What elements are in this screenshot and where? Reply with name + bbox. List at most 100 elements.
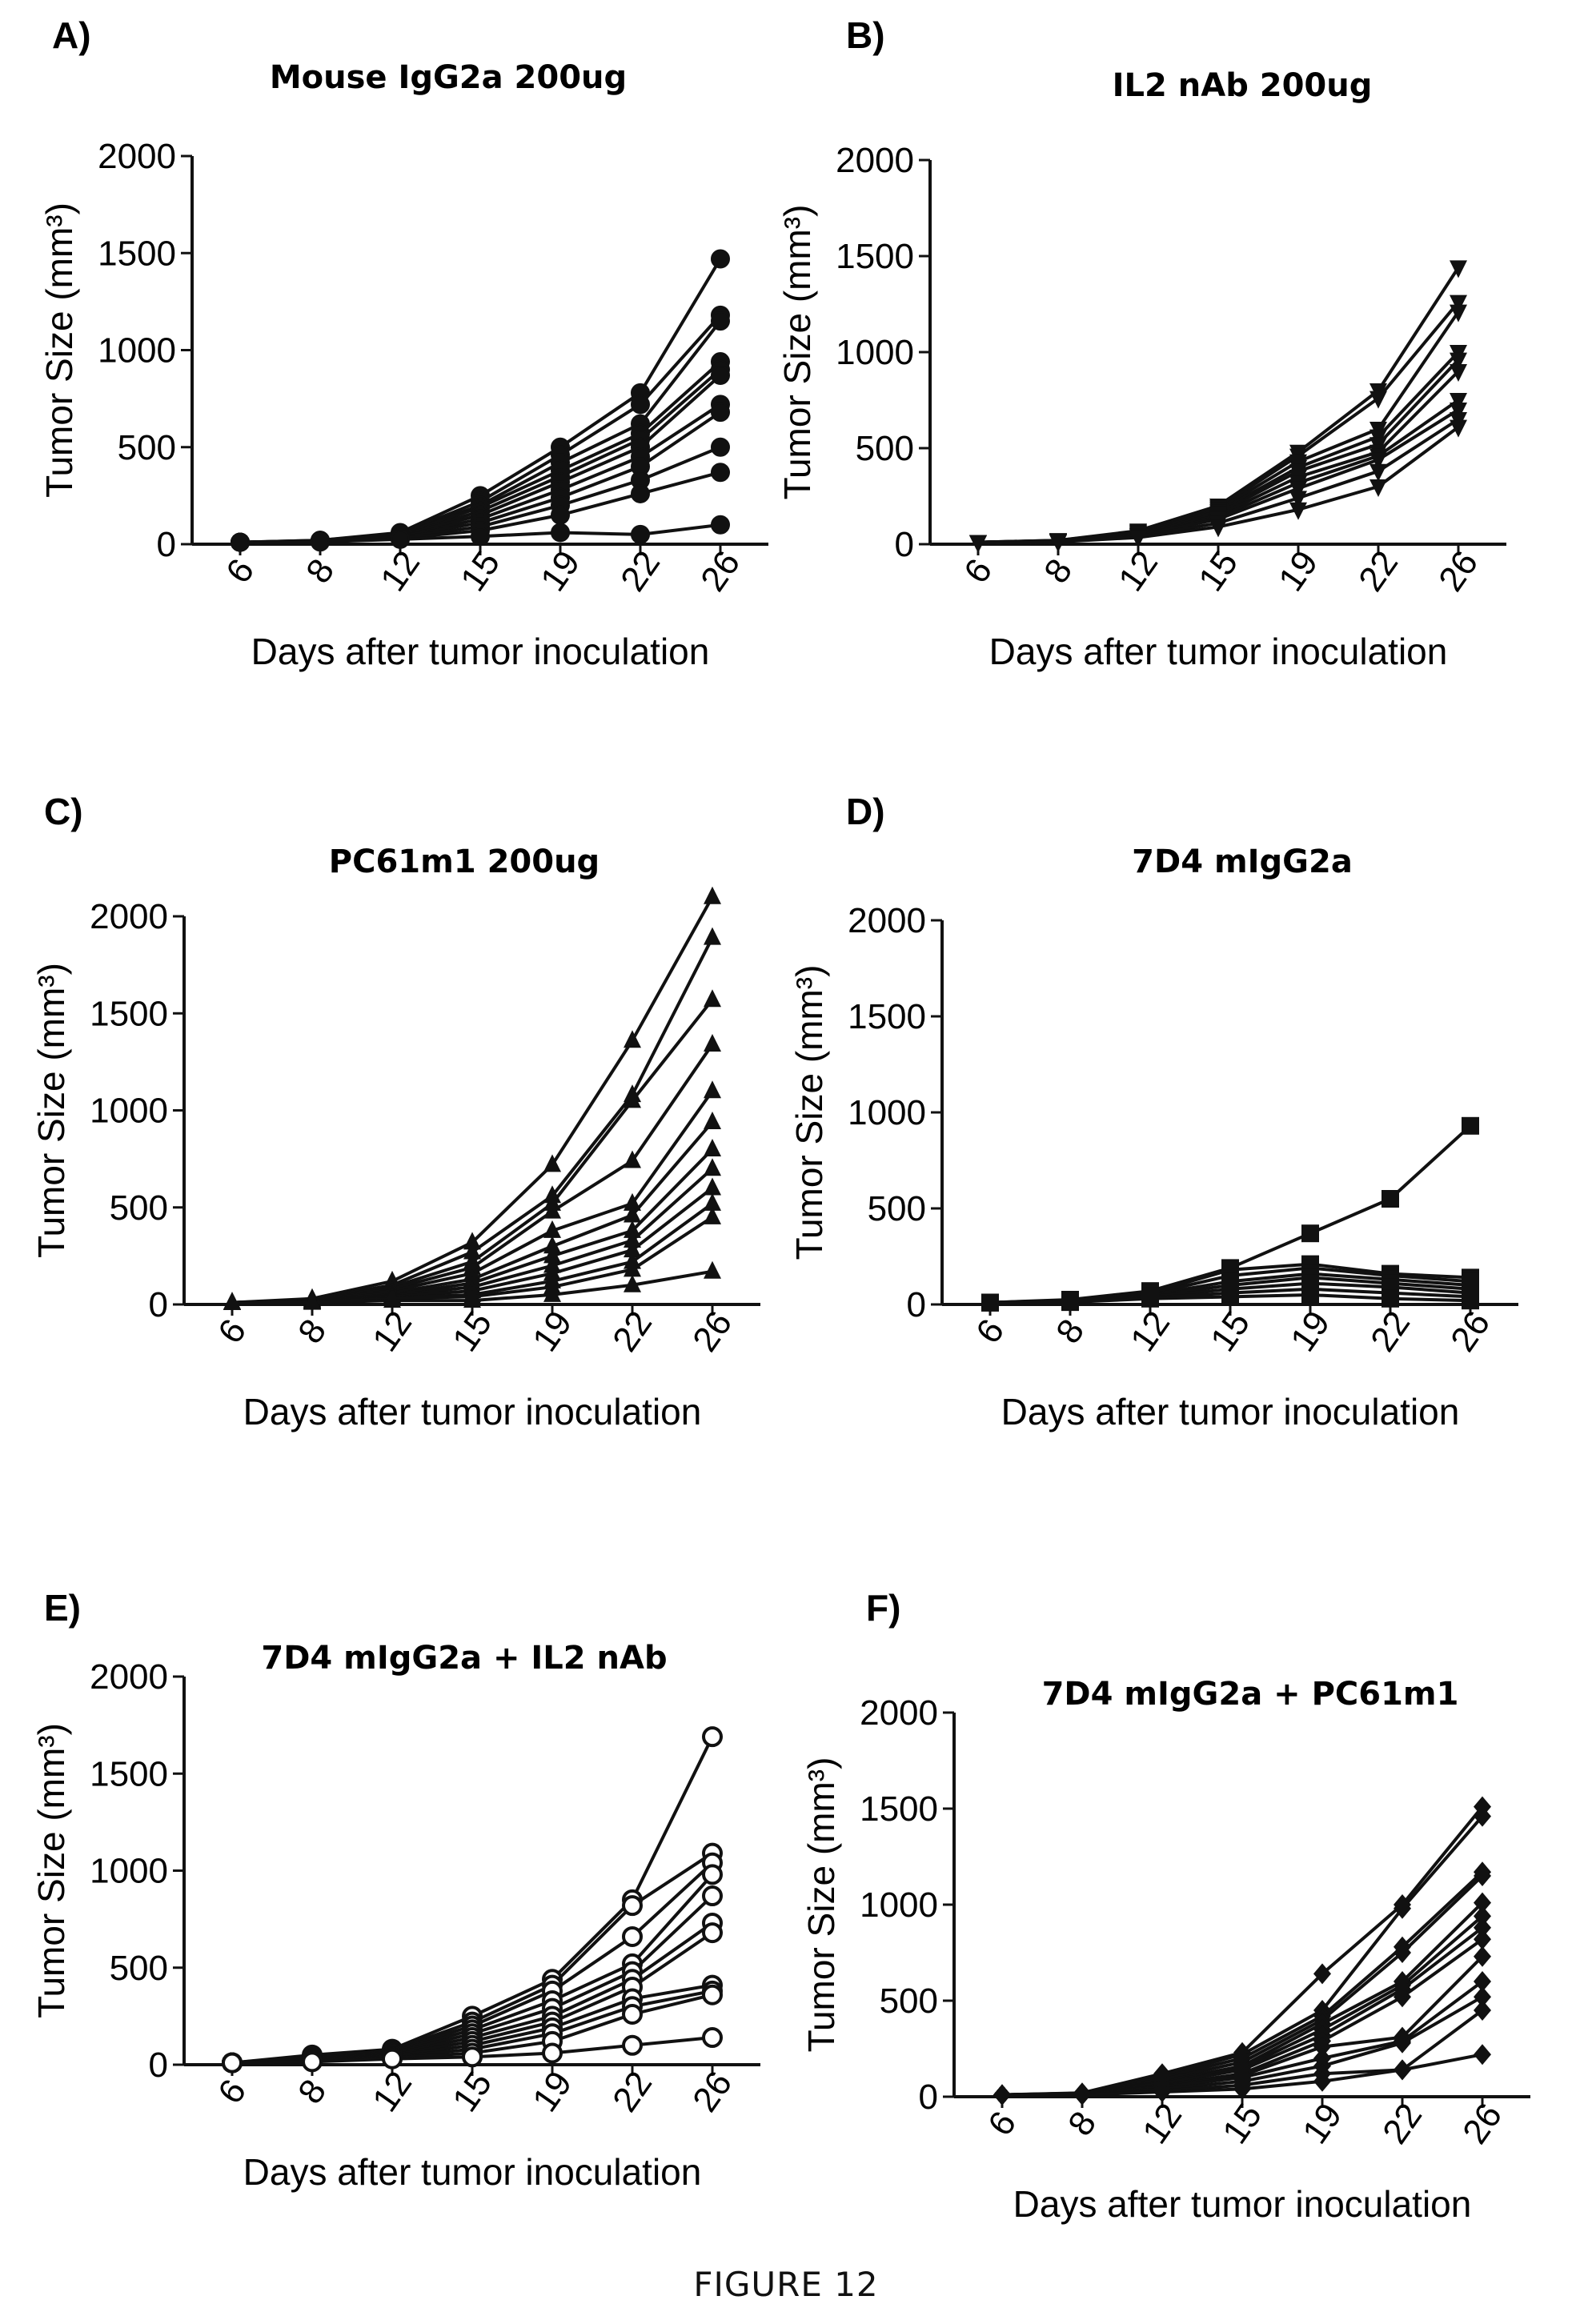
data-point (383, 1290, 401, 1308)
data-point (711, 515, 730, 535)
data-point (1209, 519, 1227, 538)
y-tick-label: 0 (149, 2046, 168, 2085)
data-point (1382, 1190, 1399, 1208)
y-tick-label: 1000 (90, 1092, 168, 1131)
y-tick-label: 2000 (98, 137, 176, 176)
data-point (463, 1290, 481, 1308)
data-point (702, 1726, 723, 1748)
data-point (624, 1274, 641, 1292)
data-point (711, 437, 730, 457)
data-point (631, 395, 650, 415)
data-point (624, 1220, 641, 1238)
x-tick-label: 15 (1191, 544, 1245, 599)
data-point (1450, 295, 1467, 313)
data-point (1394, 2059, 1411, 2081)
x-tick-label: 15 (445, 2065, 499, 2119)
chart-panel-a: A) Mouse IgG2a 200ug 0 500 1000 1500 2000 6 8 12 1… (0, 0, 786, 752)
series-12 (223, 1260, 721, 1310)
y-tick-label: 1500 (836, 237, 914, 276)
data-point (624, 1090, 641, 1108)
x-tick-label: 12 (1123, 1304, 1177, 1359)
data-point (702, 1984, 723, 2005)
data-point (624, 1229, 641, 1248)
chart-panel-d: D) 7D4 mIgG2a 0 500 1000 1500 2000 6 8 12 15 19 22 26… (786, 760, 1572, 1513)
data-point (704, 989, 721, 1008)
x-tick-label: 22 (613, 544, 668, 599)
x-tick-label: 15 (1203, 1304, 1257, 1359)
x-tick-label: 26 (685, 1304, 740, 1359)
x-tick-label: 26 (1455, 2097, 1510, 2151)
data-point (704, 1139, 721, 1156)
data-point (624, 1204, 641, 1223)
x-tick-label: 19 (1271, 544, 1325, 599)
data-point (1289, 502, 1307, 520)
data-point (1450, 352, 1467, 371)
data-point (711, 311, 730, 331)
y-tick-label: 1500 (848, 997, 926, 1036)
data-point (302, 2051, 323, 2073)
data-point (1474, 1971, 1491, 1992)
x-tick-label: 12 (1135, 2097, 1189, 2151)
y-tick-label: 1500 (98, 234, 176, 273)
data-point (551, 523, 570, 543)
data-point (1474, 1929, 1491, 1950)
x-tick-label: 22 (1363, 1304, 1418, 1359)
chart-title: 7D4 mIgG2a (1132, 843, 1353, 880)
x-tick-label: 26 (693, 544, 748, 599)
x-tick-label: 8 (291, 2073, 334, 2111)
y-tick-label: 1000 (860, 1885, 938, 1925)
data-point (704, 1192, 721, 1211)
data-point (1049, 535, 1067, 553)
data-point (711, 403, 730, 423)
data-point (993, 2084, 1011, 2106)
data-point (463, 1232, 481, 1250)
data-point (1450, 364, 1467, 382)
x-tick-label: 12 (365, 2065, 419, 2119)
x-tick-label: 8 (299, 552, 342, 591)
x-axis-label: Days after tumor inoculation (989, 631, 1448, 672)
data-point (1474, 1986, 1491, 2008)
data-point (704, 1158, 721, 1176)
chart-d-svg: D) 7D4 mIgG2a 0 500 1000 1500 2000 6 8 12 15 19 22 26… (788, 791, 1518, 1432)
y-tick-label: 0 (895, 525, 914, 564)
data-point (704, 1034, 721, 1052)
data-point (981, 1293, 999, 1312)
data-point (1313, 2036, 1331, 2058)
data-point (1313, 1963, 1331, 1985)
data-point (704, 1177, 721, 1196)
y-tick-label: 1000 (836, 333, 914, 372)
series-11 (222, 2027, 723, 2074)
chart-title: Mouse IgG2a 200ug (270, 59, 627, 96)
data-point (543, 1220, 561, 1238)
chart-panel-b: B) IL2 nAb 200ug 0 500 1000 1500 2000 6 8 12 15 19 2… (776, 0, 1572, 752)
data-point (1141, 1289, 1159, 1308)
x-tick-label: 15 (445, 1304, 499, 1359)
data-point (463, 1241, 481, 1260)
data-point (1474, 2000, 1491, 2021)
x-tick-label: 22 (1375, 2097, 1430, 2151)
data-point (1369, 479, 1387, 497)
series-11 (231, 515, 730, 552)
data-point (471, 527, 490, 547)
y-tick-label: 2000 (90, 897, 168, 936)
data-point (1382, 1289, 1399, 1308)
data-point (702, 1922, 723, 1944)
x-tick-label: 19 (1295, 2097, 1349, 2151)
y-axis-label: Tumor Size (mm³) (30, 963, 72, 1258)
y-axis-label: Tumor Size (mm³) (800, 1757, 842, 2053)
data-point (624, 1192, 641, 1211)
data-point (1450, 260, 1467, 278)
data-point (704, 886, 721, 904)
y-tick-label: 1000 (98, 331, 176, 371)
figure-caption: FIGURE 12 (693, 2265, 879, 2304)
data-point (1313, 2070, 1331, 2092)
y-tick-label: 2000 (860, 1693, 938, 1733)
chart-panel-f: F) 7D4 mIgG2a + PC61m1 0 500 1000 1500 2000 6 8 1… (786, 1521, 1572, 2273)
x-tick-label: 8 (291, 1312, 334, 1351)
chart-title: 7D4 mIgG2a + IL2 nAb (261, 1640, 667, 1677)
series-13 (993, 2044, 1491, 2106)
chart-e-svg: E) 7D4 mIgG2a + IL2 nAb 0 500 1000 1500 2000 6 8… (30, 1587, 760, 2193)
data-point (1450, 393, 1467, 411)
data-point (622, 1925, 643, 1947)
